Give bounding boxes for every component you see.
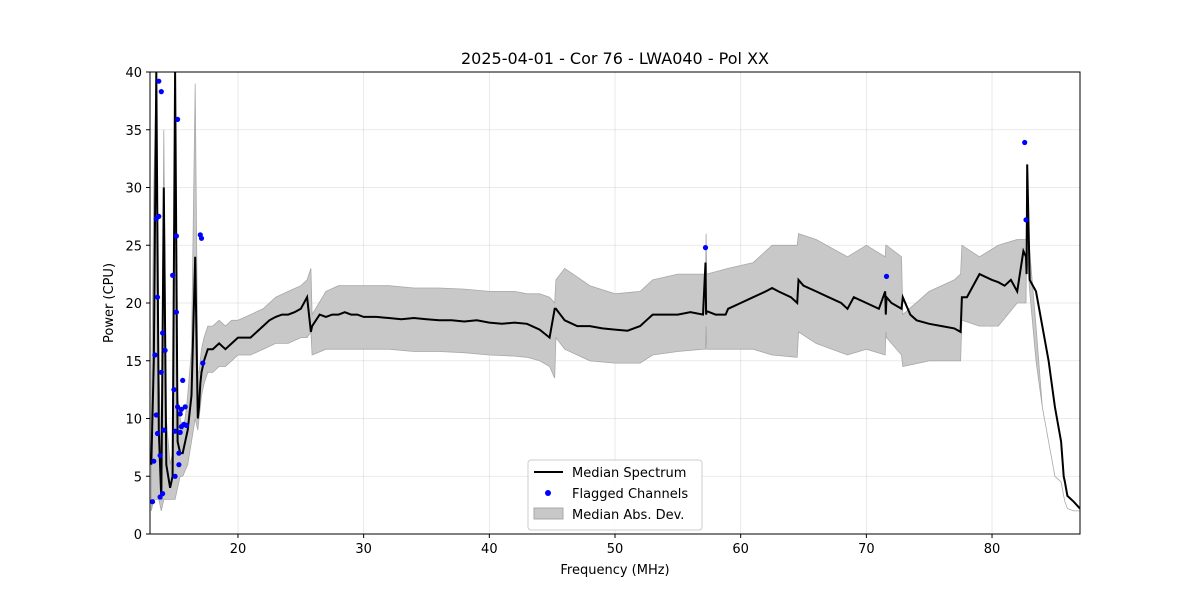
legend-mad-label: Median Abs. Dev. — [572, 508, 684, 523]
flagged-point — [156, 213, 162, 219]
flagged-point — [200, 360, 206, 366]
y-tick-label: 25 — [125, 239, 142, 254]
flagged-point — [158, 369, 164, 375]
flagged-point — [152, 352, 158, 358]
y-tick-label: 30 — [125, 182, 142, 197]
legend-flagged-label: Flagged Channels — [572, 487, 688, 502]
y-tick-label: 5 — [134, 470, 142, 485]
flagged-points — [150, 78, 1029, 505]
flagged-point — [1022, 139, 1028, 146]
flagged-point — [176, 462, 182, 468]
flagged-point — [150, 499, 156, 505]
x-tick-label: 40 — [481, 542, 498, 557]
y-axis-label: Power (CPU) — [102, 263, 117, 343]
flagged-point — [161, 427, 167, 433]
flagged-point — [160, 491, 166, 497]
x-tick-label: 60 — [732, 542, 749, 557]
legend-flagged-swatch — [545, 490, 551, 496]
legend-median-label: Median Spectrum — [572, 466, 686, 481]
flagged-point — [183, 422, 189, 428]
chart-title: 2025-04-01 - Cor 76 - LWA040 - Pol XX — [461, 49, 769, 68]
y-tick-label: 0 — [134, 528, 142, 543]
y-tick-label: 15 — [125, 355, 142, 370]
flagged-point — [157, 452, 163, 459]
flagged-point — [151, 458, 157, 464]
flagged-point — [162, 347, 168, 353]
flagged-point — [178, 406, 184, 412]
flagged-point — [171, 387, 177, 393]
flagged-point — [170, 272, 176, 278]
legend-mad-swatch — [533, 507, 564, 520]
flagged-point — [175, 116, 181, 122]
y-tick-label: 40 — [125, 66, 142, 81]
x-tick-label: 50 — [607, 542, 624, 557]
x-axis: 20 30 40 50 60 70 80 — [230, 534, 1001, 557]
flagged-point — [177, 429, 183, 435]
x-tick-label: 20 — [230, 542, 247, 557]
y-tick-label: 35 — [125, 124, 142, 139]
y-tick-label: 20 — [125, 297, 142, 312]
flagged-point — [175, 404, 181, 410]
x-tick-label: 80 — [984, 542, 1001, 557]
x-tick-label: 30 — [355, 542, 372, 557]
y-axis: 0 5 10 15 20 25 30 35 40 — [125, 66, 150, 543]
flagged-point — [1023, 217, 1029, 223]
flagged-point — [172, 473, 178, 479]
flagged-point — [153, 412, 159, 418]
flagged-point — [172, 428, 178, 434]
median-spectrum-line — [150, 72, 1080, 510]
flagged-point — [702, 245, 709, 251]
flagged-point — [883, 273, 890, 279]
flagged-point — [173, 309, 179, 315]
x-tick-label: 70 — [858, 542, 875, 557]
flagged-point — [177, 411, 183, 417]
flagged-point — [198, 235, 205, 241]
flagged-point — [182, 404, 188, 410]
legend-box — [527, 459, 703, 531]
flagged-point — [160, 330, 166, 336]
flagged-point — [158, 89, 164, 95]
mad-band — [150, 72, 1080, 512]
flagged-point — [154, 430, 161, 437]
legend: Median Spectrum Flagged Channels Median … — [527, 459, 703, 531]
flagged-point — [156, 78, 162, 84]
flagged-point — [173, 233, 179, 239]
flagged-point — [180, 377, 186, 383]
flagged-point — [176, 450, 182, 456]
flagged-point — [154, 294, 161, 300]
y-tick-label: 10 — [125, 413, 142, 428]
x-axis-label: Frequency (MHz) — [560, 563, 669, 578]
